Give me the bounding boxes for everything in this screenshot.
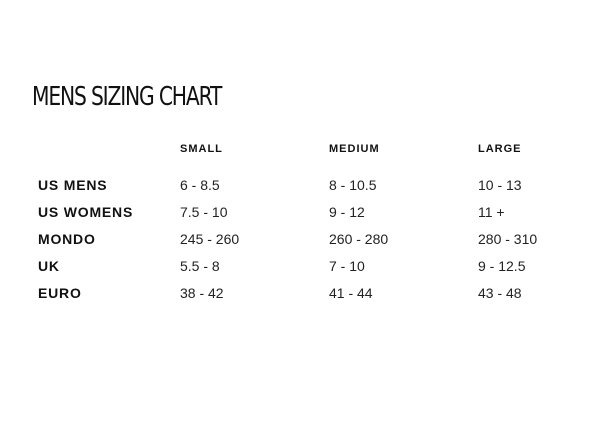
cell-medium: 7 - 10 [329, 258, 365, 274]
table-row-euro: EURO 38 - 42 41 - 44 43 - 48 [0, 285, 600, 305]
column-header-small: SMALL [180, 143, 223, 155]
row-label: US WOMENS [38, 204, 134, 220]
cell-medium: 8 - 10.5 [329, 177, 377, 193]
row-label: US MENS [38, 177, 108, 193]
table-row-us-womens: US WOMENS 7.5 - 10 9 - 12 11 + [0, 204, 600, 224]
cell-small: 7.5 - 10 [180, 204, 228, 220]
cell-large: 10 - 13 [478, 177, 522, 193]
cell-medium: 260 - 280 [329, 231, 389, 247]
row-label: UK [38, 258, 60, 274]
cell-small: 245 - 260 [180, 231, 240, 247]
cell-large: 9 - 12.5 [478, 258, 526, 274]
row-label: MONDO [38, 231, 96, 247]
cell-large: 43 - 48 [478, 285, 522, 301]
cell-small: 6 - 8.5 [180, 177, 220, 193]
column-header-large: LARGE [478, 143, 522, 155]
cell-medium: 41 - 44 [329, 285, 373, 301]
table-row-us-mens: US MENS 6 - 8.5 8 - 10.5 10 - 13 [0, 177, 600, 197]
table-row-uk: UK 5.5 - 8 7 - 10 9 - 12.5 [0, 258, 600, 278]
cell-medium: 9 - 12 [329, 204, 365, 220]
column-header-medium: MEDIUM [329, 143, 380, 155]
page-title: MENS SIZING CHART [32, 82, 222, 112]
cell-large: 280 - 310 [478, 231, 538, 247]
cell-small: 38 - 42 [180, 285, 224, 301]
cell-small: 5.5 - 8 [180, 258, 220, 274]
row-label: EURO [38, 285, 82, 301]
table-row-mondo: MONDO 245 - 260 260 - 280 280 - 310 [0, 231, 600, 251]
cell-large: 11 + [478, 204, 505, 220]
